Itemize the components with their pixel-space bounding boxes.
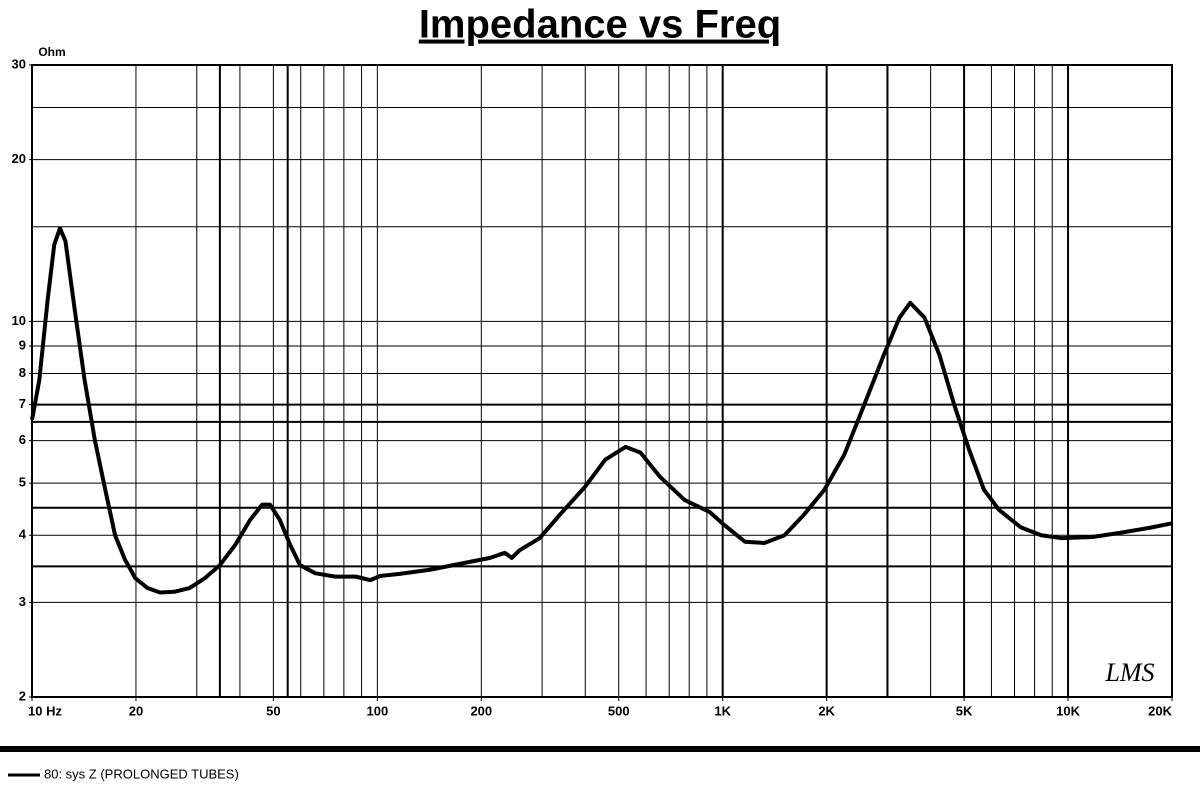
- separator: [0, 746, 1200, 752]
- x-tick-label: 20: [129, 703, 143, 718]
- x-tick-label: 100: [366, 703, 388, 718]
- y-tick-label: 7: [19, 396, 26, 411]
- y-tick-label: 20: [12, 151, 26, 166]
- x-tick-label: 50: [266, 703, 280, 718]
- impedance-curve: [30, 226, 1173, 595]
- x-tick-label: 1K: [714, 703, 731, 718]
- y-tick-label: 9: [19, 337, 26, 352]
- y-axis-label: Ohm: [38, 45, 65, 59]
- chart-title: Impedance vs Freq: [419, 3, 781, 47]
- y-tick-label: 10: [12, 313, 26, 328]
- y-tick-label: 4: [19, 527, 27, 542]
- y-tick-label: 3: [19, 594, 26, 609]
- x-tick-label: 20K: [1148, 703, 1172, 718]
- legend-label: 80: sys Z (PROLONGED TUBES): [44, 766, 239, 781]
- y-tick-label: 6: [19, 432, 26, 447]
- x-tick-label: 500: [608, 703, 630, 718]
- y-tick-label: 30: [12, 56, 26, 71]
- logo: LMS: [1104, 658, 1154, 687]
- x-tick-label: 2K: [818, 703, 835, 718]
- x-tick-label: 10K: [1056, 703, 1080, 718]
- x-tick-label: 200: [470, 703, 492, 718]
- x-tick-label: 10 Hz: [28, 703, 62, 718]
- plot-frame: [31, 64, 1173, 698]
- y-tick-label: 2: [19, 688, 26, 703]
- y-tick-label: 8: [19, 365, 26, 380]
- x-tick-label: 5K: [956, 703, 973, 718]
- y-tick-label: 5: [19, 475, 26, 490]
